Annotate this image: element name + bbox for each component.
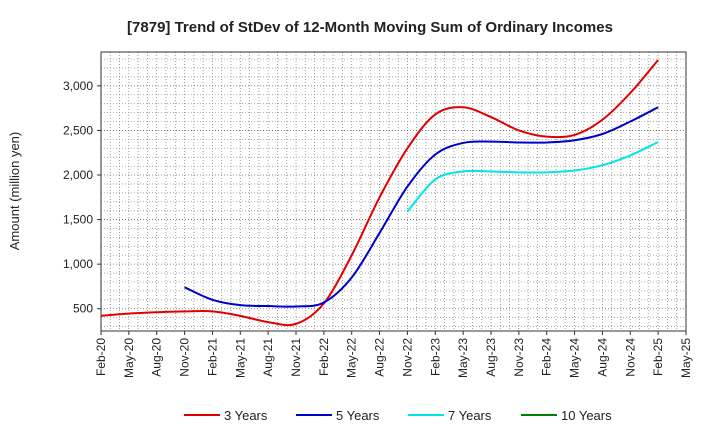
x-tick-label: May-25 — [679, 338, 693, 378]
x-tick-label: Feb-24 — [540, 338, 554, 376]
y-axis-label: Amount (million yen) — [7, 132, 22, 251]
x-tick-label: Aug-20 — [150, 338, 164, 377]
chart-title: [7879] Trend of StDev of 12-Month Moving… — [127, 19, 613, 36]
x-tick-label: Aug-21 — [261, 338, 275, 377]
x-tick-label: Aug-24 — [595, 338, 609, 377]
y-tick-label: 1,500 — [63, 213, 93, 227]
x-tick-label: Nov-21 — [289, 338, 303, 377]
x-tick-label: Nov-23 — [512, 338, 526, 377]
x-tick-label: May-23 — [456, 338, 470, 378]
legend-label-10-years: 10 Years — [561, 408, 612, 423]
y-tick-label: 2,500 — [63, 123, 93, 137]
plot-frame — [100, 51, 687, 332]
legend-label-5-years: 5 Years — [336, 408, 380, 423]
x-tick-label: May-24 — [568, 338, 582, 378]
y-tick-label: 500 — [73, 302, 93, 316]
x-tick-label: Nov-24 — [623, 338, 637, 377]
x-tick-label: May-21 — [233, 338, 247, 378]
x-tick-label: May-20 — [122, 338, 136, 378]
legend-label-7-years: 7 Years — [448, 408, 492, 423]
x-tick-label: Aug-23 — [484, 338, 498, 377]
series-line-5-years — [184, 106, 659, 308]
y-tick-label: 2,000 — [63, 168, 93, 182]
plot-area: 500 1,000 1,500 2,000 2,500 3,000 Feb-20 May-20… — [63, 51, 693, 378]
x-tick-label: Feb-20 — [94, 338, 108, 376]
series-line-7-years — [406, 141, 659, 213]
x-tick-label: Aug-22 — [373, 338, 387, 377]
x-tick-label: Feb-21 — [205, 338, 219, 376]
x-tick-label: Feb-22 — [317, 338, 331, 376]
y-tick-label: 1,000 — [63, 257, 93, 271]
plot-background — [101, 52, 686, 331]
series-line-3-years — [100, 59, 659, 327]
legend-label-3-years: 3 Years — [224, 408, 268, 423]
x-tick-label: Nov-20 — [178, 338, 192, 377]
y-tick-label: 3,000 — [63, 79, 93, 93]
legend: 3 Years 5 Years 7 Years 10 Years — [184, 408, 612, 423]
x-tick-label: Nov-22 — [400, 338, 414, 377]
x-tick-label: May-22 — [345, 338, 359, 378]
x-tick-label: Feb-23 — [428, 338, 442, 376]
x-tick-label: Feb-25 — [651, 338, 665, 376]
